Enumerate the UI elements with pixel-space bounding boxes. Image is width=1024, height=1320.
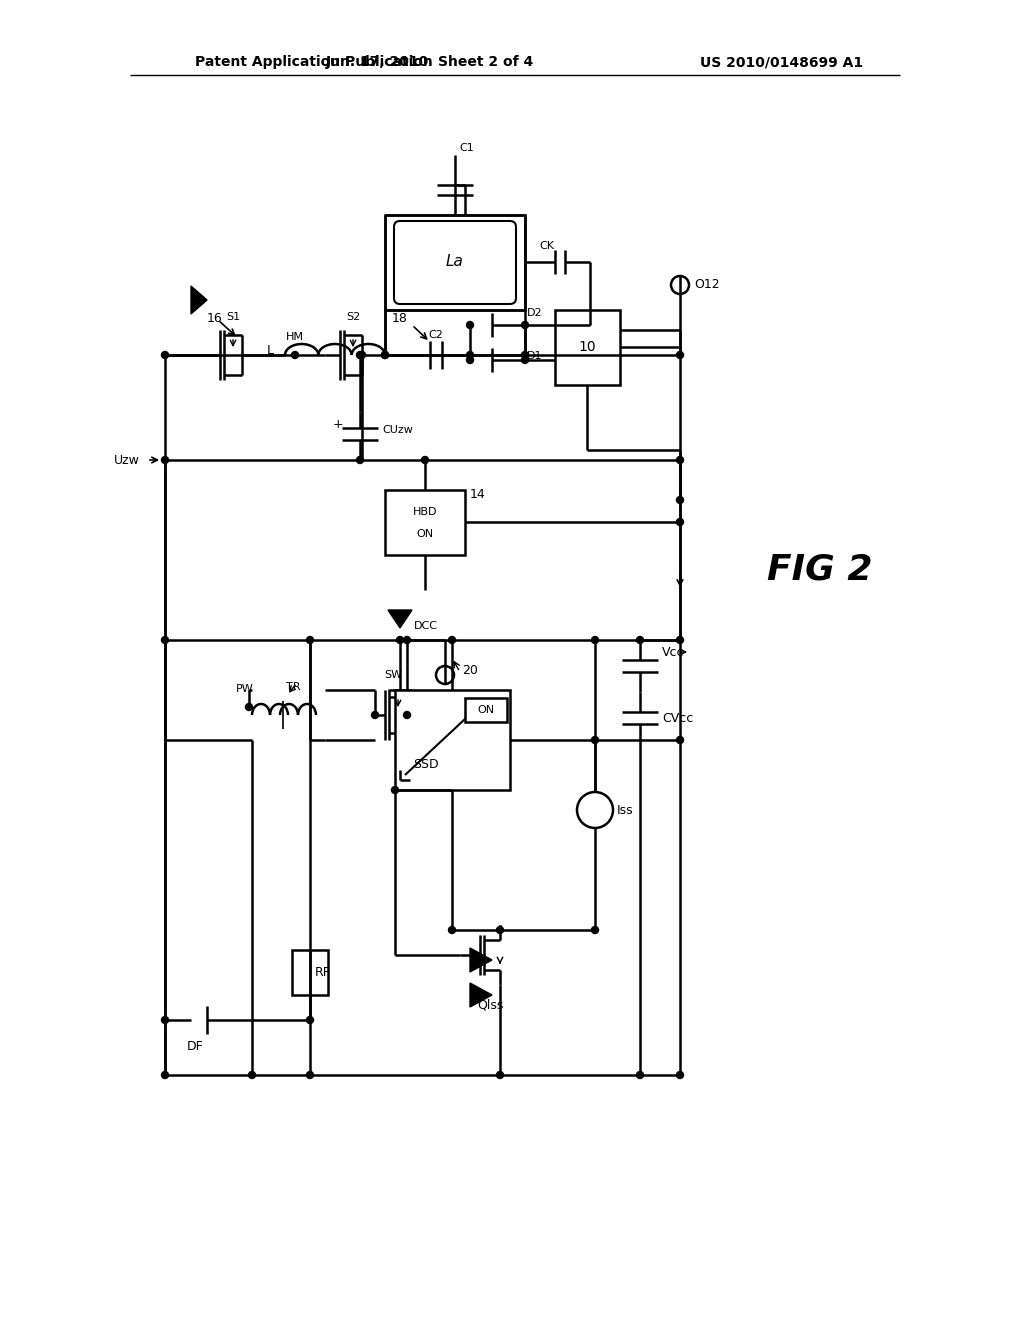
Polygon shape [470,948,492,972]
Text: Patent Application Publication: Patent Application Publication [195,55,433,69]
Text: Iss: Iss [617,804,634,817]
Text: SSD: SSD [413,759,438,771]
Circle shape [677,737,683,743]
Circle shape [246,704,253,710]
Circle shape [306,1016,313,1023]
Circle shape [577,792,613,828]
Text: 16: 16 [207,312,223,325]
Circle shape [162,1016,169,1023]
Circle shape [521,356,528,363]
Text: SW: SW [384,671,402,680]
Bar [395,690,510,789]
Circle shape [292,351,299,359]
Circle shape [677,351,683,359]
Text: L: L [266,343,273,356]
Text: FIG 2: FIG 2 [767,553,872,587]
Circle shape [637,1072,643,1078]
Circle shape [249,1072,256,1078]
Text: C1: C1 [459,143,474,153]
Bar [385,490,465,554]
Text: Vcc: Vcc [662,645,684,659]
Text: D2: D2 [527,308,543,318]
Text: HBD: HBD [413,507,437,517]
Text: US 2010/0148699 A1: US 2010/0148699 A1 [700,55,863,69]
Text: D1: D1 [527,351,543,360]
Circle shape [162,351,169,359]
Circle shape [497,1072,504,1078]
Text: 10: 10 [579,341,596,354]
Circle shape [521,322,528,329]
Text: ON: ON [477,705,495,715]
Circle shape [497,927,504,933]
Circle shape [162,636,169,644]
Text: DCC: DCC [414,620,438,631]
Bar [465,698,507,722]
FancyBboxPatch shape [394,220,516,304]
Circle shape [356,457,364,463]
Text: HM: HM [286,333,304,342]
Text: Uzw: Uzw [114,454,140,466]
Circle shape [467,322,473,329]
Text: TR: TR [286,682,300,692]
Bar [385,215,525,310]
Circle shape [677,1072,683,1078]
Circle shape [592,737,598,743]
Text: CK: CK [540,242,555,251]
Text: ON: ON [417,529,433,539]
Circle shape [677,496,683,503]
Circle shape [403,711,411,718]
Circle shape [382,351,388,359]
Circle shape [449,927,456,933]
Polygon shape [388,610,412,628]
Circle shape [306,1072,313,1078]
Text: 18: 18 [392,312,408,325]
Circle shape [467,356,473,363]
Circle shape [391,787,398,793]
Circle shape [382,351,388,359]
Circle shape [677,519,683,525]
Circle shape [436,667,454,684]
Text: Qlss: Qlss [477,998,503,1011]
Circle shape [677,457,683,463]
Text: CUzw: CUzw [382,425,413,436]
Circle shape [467,351,473,359]
Circle shape [162,457,169,463]
Text: S1: S1 [226,312,240,322]
Polygon shape [191,286,207,314]
Text: DF: DF [186,1040,204,1052]
Bar [292,950,328,995]
Circle shape [592,636,598,644]
Circle shape [306,636,313,644]
Circle shape [677,636,683,644]
Circle shape [358,351,366,359]
Circle shape [372,711,379,718]
Text: Jun. 17, 2010  Sheet 2 of 4: Jun. 17, 2010 Sheet 2 of 4 [326,55,535,69]
Text: La: La [446,255,464,269]
Text: CVcc: CVcc [662,711,693,725]
Text: C2: C2 [429,330,443,341]
Circle shape [671,276,689,294]
Circle shape [162,1072,169,1078]
Circle shape [637,636,643,644]
Polygon shape [470,983,492,1007]
Text: S2: S2 [346,312,360,322]
Circle shape [422,457,428,463]
Circle shape [592,927,598,933]
Circle shape [396,636,403,644]
Text: 14: 14 [470,488,485,502]
Text: PW: PW [237,684,254,694]
Circle shape [449,636,456,644]
Text: RF: RF [315,965,331,978]
Text: O12: O12 [694,279,720,292]
Text: +: + [333,418,343,432]
Circle shape [356,351,364,359]
Circle shape [403,636,411,644]
Bar [555,310,620,385]
Circle shape [521,351,528,359]
Text: 20: 20 [462,664,478,676]
